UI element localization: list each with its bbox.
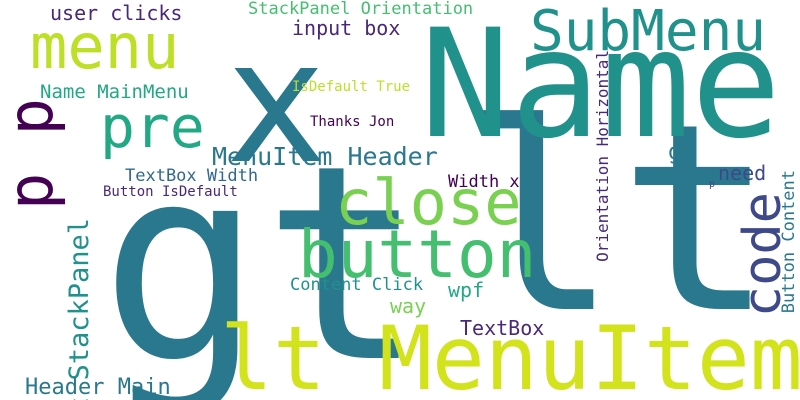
word-button-content: Button Content <box>779 170 799 314</box>
word-isdefault-true: IsDefault True <box>292 79 411 95</box>
word-user-clicks: user clicks <box>50 1 183 25</box>
word-p-small: p <box>709 179 716 190</box>
word-gt-small: gt <box>668 140 695 165</box>
word-pre: pre <box>100 93 205 161</box>
word-menu: menu <box>30 10 180 83</box>
word-width-x: Width x <box>448 172 520 192</box>
word-wpf: wpf <box>448 278 485 302</box>
word-need: need <box>718 161 767 185</box>
word-lt-stackpanel: lt StackPanel <box>64 218 95 400</box>
word-textbox: TextBox <box>460 316 545 340</box>
word-submenu: SubMenu <box>530 0 767 64</box>
word-name-big: Name <box>420 0 782 172</box>
word-way: way <box>390 294 427 318</box>
word-content-click: Content Click <box>290 275 424 295</box>
word-p-p: p p <box>0 98 67 210</box>
word-orientation-horizontal: Orientation Horizontal <box>593 50 612 262</box>
word-button-isdefault: Button IsDefault <box>103 184 238 200</box>
word-name-mainmenu: Name MainMenu <box>40 81 189 103</box>
word-input-box: input box <box>292 16 401 40</box>
word-stackpanel-orientation: StackPanel Orientation <box>248 0 474 19</box>
word-lt-big: lt <box>462 69 776 371</box>
word-x-big: x <box>225 4 328 202</box>
word-menuitem-header: MenuItem Header <box>212 142 438 171</box>
word-button: button <box>298 216 537 293</box>
word-gt-big: gt <box>100 107 426 400</box>
word-thanks-jon: Thanks Jon <box>310 114 395 130</box>
word-close: close <box>335 166 522 239</box>
word-textbox-width: TextBox Width <box>125 166 259 186</box>
word-header-main: Header Main <box>25 375 171 400</box>
word-lt-menuitem: lt MenuItem <box>220 307 800 400</box>
